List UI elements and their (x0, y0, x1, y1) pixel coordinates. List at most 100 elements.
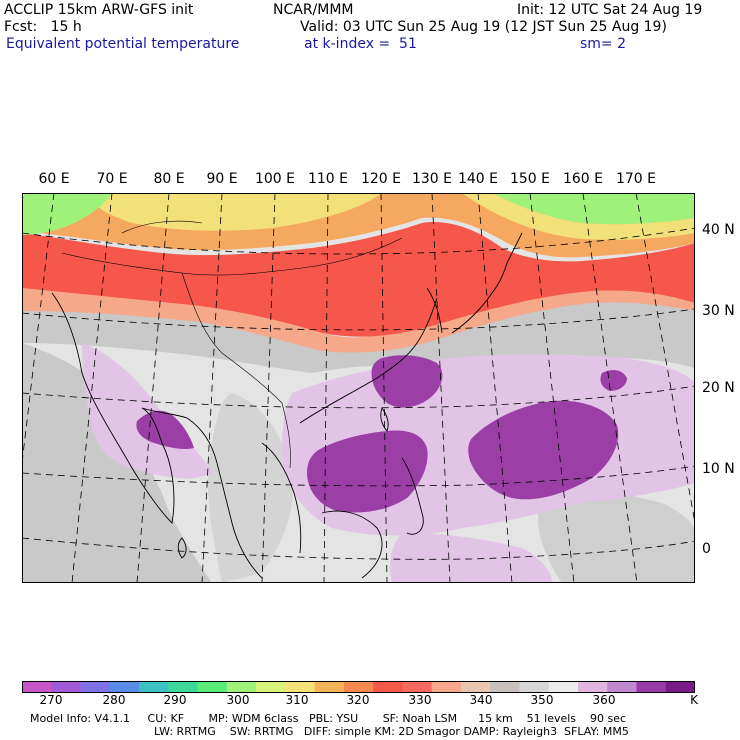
colorbar-cell-2 (80, 681, 111, 693)
parallel-20n (22, 385, 695, 409)
model-info-line1: Model Info: V4.1.1 CU: KF MP: WDM 6class… (30, 712, 627, 725)
lon-label-120e: 120 E (360, 171, 402, 187)
purple-bay-of-bengal (136, 410, 194, 450)
borders (61, 220, 403, 469)
parallel-10n (22, 465, 695, 487)
lon-label-170e: 170 E (615, 171, 657, 187)
lilac-south (390, 533, 552, 583)
colorbar-cell-18 (548, 681, 579, 693)
cool-band-green-east (492, 193, 695, 225)
model-info-line2: LW: RRTMG SW: RRTMG DIFF: simple KM: 2D … (154, 725, 629, 738)
field-name: Equivalent potential temperature (6, 36, 240, 52)
colorbar-cell-13 (402, 681, 433, 693)
lat-label-40n: 40 N (702, 222, 735, 238)
colorbar-cell-14 (431, 681, 462, 693)
forecast-hour: Fcst: 15 h (4, 19, 82, 35)
colorbar-cell-7 (226, 681, 257, 693)
meridian-150e (529, 193, 575, 583)
meridian-110e (323, 193, 329, 583)
colorbar-cell-3 (109, 681, 140, 693)
parallel-0 (22, 537, 695, 560)
colorbar-cell-6 (197, 681, 228, 693)
colorbar-label-290: 290 (163, 693, 187, 707)
lat-label-0: 0 (702, 541, 711, 557)
colorbar-cell-5 (168, 681, 199, 693)
lon-label-140e: 140 E (457, 171, 499, 187)
meridian-120e (380, 193, 388, 583)
init-time: Init: 12 UTC Sat 24 Aug 19 (517, 2, 703, 18)
level-label: at k-index = 51 (304, 36, 417, 52)
lon-label-90e: 90 E (206, 171, 238, 187)
colorbar-label-280: 280 (102, 693, 126, 707)
colorbar-label-320: 320 (346, 693, 370, 707)
colorbar-unit: K (690, 693, 698, 707)
lon-label-70e: 70 E (96, 171, 128, 187)
cool-band-yellow-east (462, 193, 695, 240)
meridian-170e (635, 193, 695, 524)
graticule (22, 193, 695, 583)
taiwan-coast (380, 407, 389, 432)
bay-of-bengal-coast (141, 407, 263, 579)
colorbar-label-270: 270 (39, 693, 63, 707)
institution-label: NCAR/MMM (273, 2, 354, 18)
china-coast (299, 297, 438, 424)
cool-band-green (22, 193, 112, 235)
gray-band-west (22, 343, 212, 583)
colorbar-cell-4 (139, 681, 169, 693)
meridian-80e (136, 193, 170, 583)
colorbar-label-350: 350 (530, 693, 554, 707)
map-frame (22, 193, 695, 583)
colorbar-label-300: 300 (226, 693, 250, 707)
meridian-90e (201, 193, 223, 583)
warm-band-red (22, 222, 695, 337)
india-coast (51, 292, 175, 524)
lon-label-160e: 160 E (562, 171, 604, 187)
lon-label-150e: 150 E (509, 171, 551, 187)
colorbar-cell-11 (343, 681, 374, 693)
meridian-100e (261, 193, 276, 583)
gray-patch-southeast (538, 488, 695, 583)
colorbar-label-360: 360 (592, 693, 616, 707)
colorbar-cell-19 (577, 681, 608, 693)
meridian-140e (477, 193, 513, 583)
valid-time: Valid: 03 UTC Sun 25 Aug 19 (12 JST Sun … (300, 19, 667, 35)
indochina-coast (261, 442, 302, 554)
lon-label-130e: 130 E (411, 171, 453, 187)
lon-label-80e: 80 E (153, 171, 185, 187)
parallel-30n (22, 308, 695, 331)
colorbar-cell-17 (519, 681, 550, 693)
sri-lanka-coast (177, 537, 187, 559)
meridian-130e (431, 193, 451, 583)
meridian-160e (582, 193, 638, 583)
smoothing-label: sm= 2 (580, 36, 627, 52)
colorbar-cell-12 (373, 681, 403, 693)
colorbar-label-340: 340 (469, 693, 493, 707)
parallel-40n (22, 227, 695, 255)
lat-label-20n: 20 N (702, 380, 735, 396)
colorbar-frame (22, 681, 695, 693)
meridian-70e (71, 193, 113, 583)
lon-label-60e: 60 E (38, 171, 70, 187)
theta-e-map (22, 193, 695, 583)
colorbar-cell-1 (51, 681, 82, 693)
warm-band-yellow (82, 193, 382, 231)
gray-patch-centre (207, 393, 293, 583)
lon-label-110e: 110 E (307, 171, 349, 187)
colorbar-cell-9 (285, 681, 316, 693)
meridian-60e (22, 193, 55, 464)
purple-north-pacific (600, 370, 627, 391)
philippines-coast (401, 457, 424, 535)
lon-label-100e: 100 E (254, 171, 296, 187)
lat-label-10n: 10 N (702, 461, 735, 477)
borneo-coast (321, 510, 383, 579)
colorbar-cell-15 (460, 681, 491, 693)
colorbar-cell-0 (22, 681, 52, 693)
colorbar-cell-22 (665, 681, 695, 693)
colorbar-cell-10 (314, 681, 345, 693)
purple-east-pacific (468, 400, 619, 500)
colorbar-cell-16 (490, 681, 520, 693)
model-title: ACCLIP 15km ARW-GFS init (4, 2, 194, 18)
colorbar-label-330: 330 (408, 693, 432, 707)
colorbar-cell-20 (607, 681, 637, 693)
purple-scs (307, 430, 428, 513)
